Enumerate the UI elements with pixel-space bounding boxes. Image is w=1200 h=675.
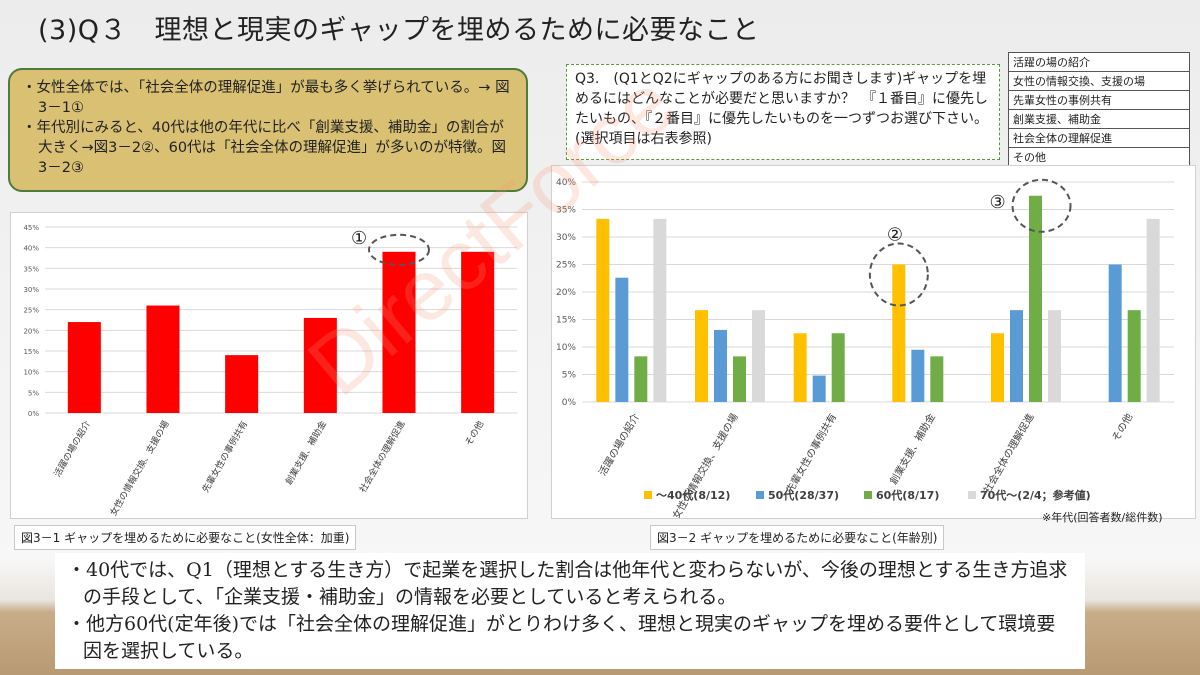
bar xyxy=(911,349,925,402)
x-tick-label: 社会全体の理解促進 xyxy=(357,419,408,495)
legend-label: ～40代(8/12) xyxy=(656,488,730,502)
legend-swatch xyxy=(968,491,976,499)
bar xyxy=(892,264,906,402)
choice-cell: 女性の情報交換、支援の場 xyxy=(1008,71,1190,91)
highlight-circle xyxy=(1011,178,1072,233)
bar xyxy=(634,356,648,402)
choice-cell: 創業支援、補助金 xyxy=(1008,109,1190,129)
y-tick-label: 30% xyxy=(23,286,39,294)
x-tick-label: その他 xyxy=(1109,411,1135,443)
chart2-caption: 図3－2 ギャップを埋めるために必要なこと(年齢別) xyxy=(650,525,945,550)
y-tick-label: 40% xyxy=(23,245,39,253)
choice-cell: 先輩女性の事例共有 xyxy=(1008,90,1190,110)
chart2-footnote: ※年代(回答者数/総件数) xyxy=(1042,511,1163,524)
bar xyxy=(991,333,1004,402)
bar xyxy=(1029,195,1042,402)
y-tick-label: 10% xyxy=(23,369,39,377)
y-tick-label: 20% xyxy=(556,288,576,298)
x-tick-label: 先輩女性の事例共有 xyxy=(199,419,250,495)
y-tick-label: 15% xyxy=(23,348,39,356)
y-tick-label: 0% xyxy=(562,398,577,408)
legend-label: 50代(28/37) xyxy=(768,488,839,502)
conclusion-item: ・他方60代(定年後)では「社会全体の理解促進」がとりわけ多く、理想と現実のギャ… xyxy=(67,613,1056,662)
y-tick-label: 10% xyxy=(556,343,576,353)
y-tick-label: 30% xyxy=(556,233,576,243)
y-tick-label: 35% xyxy=(556,206,576,216)
summary-box: ・女性全体では、「社会全体の理解促進」が最も多く挙げられている。→ 図3－1① … xyxy=(8,68,528,192)
bar xyxy=(1108,264,1122,402)
highlight-circle xyxy=(368,233,430,266)
y-tick-label: 5% xyxy=(562,371,577,381)
bar xyxy=(303,317,337,413)
summary-item: ・女性全体では、「社会全体の理解促進」が最も多く挙げられている。→ 図3－1① xyxy=(22,80,510,116)
x-tick-label: 創業支援、補助金 xyxy=(283,419,329,487)
bar xyxy=(695,310,708,402)
legend-label: 60代(8/17) xyxy=(876,488,939,502)
annotation-label: ① xyxy=(351,228,367,249)
x-tick-label: 社会全体の理解促進 xyxy=(980,411,1036,495)
bar xyxy=(653,218,667,402)
conclusion-item: ・40代では、Q1（理想とする生き方）で起業を選択した割合は他年代と変わらないが… xyxy=(67,559,1068,608)
chart1-caption: 図3－1 ギャップを埋めるために必要なこと(女性全体：加重) xyxy=(14,525,357,550)
bar xyxy=(733,356,746,402)
y-tick-label: 45% xyxy=(23,224,39,232)
choice-cell: 活躍の場の紹介 xyxy=(1008,52,1190,72)
bar xyxy=(714,329,727,402)
bar xyxy=(1010,310,1023,402)
slide-title: (3)Q３ 理想と現実のギャップを埋めるために必要なこと xyxy=(38,15,760,46)
y-tick-label: 25% xyxy=(23,307,39,315)
bar xyxy=(146,305,180,413)
y-tick-label: 15% xyxy=(556,316,576,326)
bar xyxy=(831,333,845,402)
y-tick-label: 20% xyxy=(23,327,39,335)
annotation-label: ③ xyxy=(990,192,1006,213)
bar xyxy=(1127,310,1141,402)
question-box: Q3. (Q1とQ2にギャップのある方にお聞きします)ギャップを埋めるにはどんな… xyxy=(566,64,1000,160)
bar xyxy=(1048,310,1061,402)
y-tick-label: 25% xyxy=(556,261,576,271)
bar xyxy=(793,333,807,402)
choice-cell: その他 xyxy=(1008,147,1190,167)
x-tick-label: その他 xyxy=(462,419,486,448)
highlight-circle xyxy=(868,242,929,307)
bar xyxy=(225,355,259,413)
legend-swatch xyxy=(756,491,764,499)
bar xyxy=(596,218,610,402)
chart1-svg: 0% 5% 10% 15% 20% 25% 30% 35% 40% 45% 活躍の場の紹介 女性の情報… xyxy=(23,224,517,519)
x-tick-label: 活躍の場の紹介 xyxy=(596,411,642,478)
summary-item: ・年代別にみると、40代は他の年代に比べ「創業支援、補助金」の割合が大きく→図3… xyxy=(22,120,507,176)
choice-cell: 社会全体の理解促進 xyxy=(1008,128,1190,148)
bar xyxy=(1146,218,1160,402)
annotation-label: ② xyxy=(887,225,903,246)
bar xyxy=(67,322,101,413)
chart2-svg: 0%5%10%15%20%25%30%35%40%活躍の場の紹介 女性の情報交換、… xyxy=(556,178,1174,521)
bar xyxy=(615,277,629,402)
y-tick-label: 0% xyxy=(28,410,39,418)
legend-label: 70代～(2/4；参考値) xyxy=(980,488,1091,502)
bar xyxy=(930,356,944,402)
chart1-panel: 0% 5% 10% 15% 20% 25% 30% 35% 40% 45% 活躍の場の紹介 女性の情報… xyxy=(10,212,528,519)
x-tick-label: 創業支援、補助金 xyxy=(887,411,938,487)
y-tick-label: 5% xyxy=(28,389,39,397)
bar xyxy=(382,251,416,413)
y-tick-label: 35% xyxy=(23,265,39,273)
legend-swatch xyxy=(864,491,872,499)
x-tick-label: 活躍の場の紹介 xyxy=(51,419,93,480)
bar xyxy=(752,310,765,402)
bar xyxy=(461,251,495,413)
x-tick-label: 先輩女性の事例共有 xyxy=(783,411,839,495)
legend-swatch xyxy=(644,491,652,499)
x-tick-label: 女性の情報交換、支援の場 xyxy=(107,419,171,519)
bar xyxy=(812,375,826,402)
chart2-panel: 0% 5% 10% 15% 20% 25% 30% 35% 40% 活躍の場の紹介 女性の情報交換、… xyxy=(551,165,1196,521)
y-tick-label: 40% xyxy=(556,178,576,188)
choices-table: 活躍の場の紹介 女性の情報交換、支援の場 先輩女性の事例共有 創業支援、補助金 … xyxy=(1008,52,1190,167)
conclusion-box: ・40代では、Q1（理想とする生き方）で起業を選択した割合は他年代と変わらないが… xyxy=(55,553,1085,669)
